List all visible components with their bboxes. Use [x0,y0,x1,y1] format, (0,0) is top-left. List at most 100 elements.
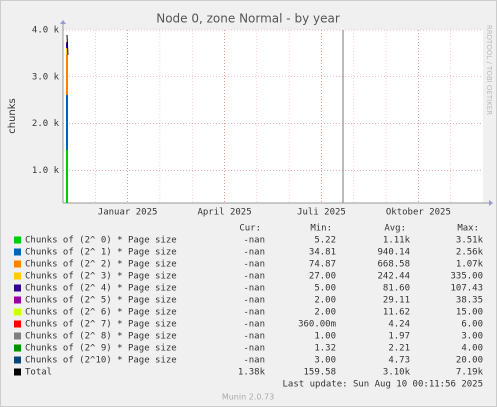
legend-value: 29.11 [383,296,410,306]
legend-label: Total [25,368,52,378]
legend-label: Chunks of (2^ 0) * Page size [25,236,177,246]
legend-label: Chunks of (2^ 2) * Page size [25,260,177,270]
y-tick-label: 4.0 k [32,26,60,36]
x-tick-label: Juli 2025 [297,208,346,218]
legend-value: -nan [243,248,265,258]
footer: Munin 2.0.73 [222,393,274,402]
y-tick-label: 1.0 k [32,166,60,176]
legend-label: Chunks of (2^ 9) * Page size [25,344,177,354]
legend-value: 34.81 [309,248,336,258]
legend-value: -nan [243,236,265,246]
legend-swatch [14,236,21,244]
y-tick-label: 2.0 k [32,119,60,129]
y-axis-label: chunks [7,98,18,134]
last-update: Last update: Sun Aug 10 00:11:56 2025 [283,380,483,390]
legend-value: 7.19k [456,368,484,378]
area-trace [66,55,68,95]
legend-value: 1.97 [388,332,410,342]
chart-title: Node 0, zone Normal - by year [156,12,340,26]
legend-value: 360.00m [298,320,336,330]
x-tick-label: Oktober 2025 [386,208,451,218]
legend-header: Avg: [384,224,406,234]
legend-value: 335.00 [450,272,483,282]
legend-swatch [14,284,21,292]
legend-value: 3.00 [461,332,483,342]
legend-value: 1.38k [238,368,266,378]
legend-value: -nan [243,272,265,282]
legend-swatch [14,332,21,340]
legend-value: 27.00 [309,272,336,282]
legend-value: 3.51k [456,236,484,246]
legend-value: 2.00 [314,308,336,318]
legend-label: Chunks of (2^ 7) * Page size [25,320,177,330]
legend-value: 74.87 [309,260,336,270]
axis-arrow [489,200,493,206]
legend-label: Chunks of (2^ 6) * Page size [25,308,177,318]
legend-header: Cur: [239,224,261,234]
legend-swatch [14,344,21,352]
legend-value: -nan [243,344,265,354]
legend-label: Chunks of (2^ 8) * Page size [25,332,177,342]
legend-value: 81.60 [383,284,410,294]
legend-value: 107.43 [450,284,483,294]
legend-value: 6.00 [461,320,483,330]
legend-value: 1.07k [456,260,484,270]
legend-swatch [14,296,21,304]
legend-value: 5.00 [314,284,336,294]
legend-value: 2.56k [456,248,484,258]
area-trace [66,44,68,48]
legend-value: 159.58 [303,368,336,378]
legend-value: 2.21 [388,344,410,354]
legend-value: -nan [243,284,265,294]
plot-area [63,30,483,203]
legend-label: Chunks of (2^ 5) * Page size [25,296,177,306]
x-tick-label: April 2025 [197,208,251,218]
legend-value: 1.32 [314,344,336,354]
legend-value: 668.58 [377,260,410,270]
legend-label: Chunks of (2^ 3) * Page size [25,272,177,282]
legend-swatch [14,260,21,268]
legend-value: 940.14 [377,248,410,258]
legend-value: 38.35 [456,296,483,306]
legend-value: -nan [243,260,265,270]
total-trace [66,34,69,56]
legend-swatch [14,272,21,280]
legend-value: 1.00 [314,332,336,342]
legend-value: 3.00 [314,356,336,366]
legend-value: 20.00 [456,356,483,366]
legend-value: 4.24 [388,320,410,330]
legend-value: -nan [243,356,265,366]
legend-swatch [14,356,21,364]
area-trace [66,150,68,203]
area-trace [66,95,68,150]
x-tick-label: Januar 2025 [98,208,158,218]
legend-value: 2.00 [314,296,336,306]
legend-value: -nan [243,332,265,342]
watermark: RRDTOOL / TOBI OETIKER [485,25,493,115]
legend-value: 5.22 [314,236,336,246]
area-trace [66,48,68,55]
legend-value: 3.10k [383,368,411,378]
legend-value: 242.44 [377,272,410,282]
legend-label: Chunks of (2^10) * Page size [25,356,177,366]
legend-swatch [14,248,21,256]
legend-value: 4.00 [461,344,483,354]
legend-swatch [14,308,21,316]
legend-value: 15.00 [456,308,483,318]
legend-value: 1.11k [383,236,411,246]
legend-label: Chunks of (2^ 1) * Page size [25,248,177,258]
legend-header: Max: [457,224,479,234]
legend-value: -nan [243,296,265,306]
legend-swatch [14,320,21,328]
y-tick-label: 3.0 k [32,72,60,82]
legend-value: -nan [243,308,265,318]
legend-label: Chunks of (2^ 4) * Page size [25,284,177,294]
legend-value: 11.62 [383,308,410,318]
legend-header: Min: [310,224,332,234]
legend-swatch [14,368,21,376]
axis-arrow [60,20,66,24]
legend-value: -nan [243,320,265,330]
legend-value: 4.73 [388,356,410,366]
